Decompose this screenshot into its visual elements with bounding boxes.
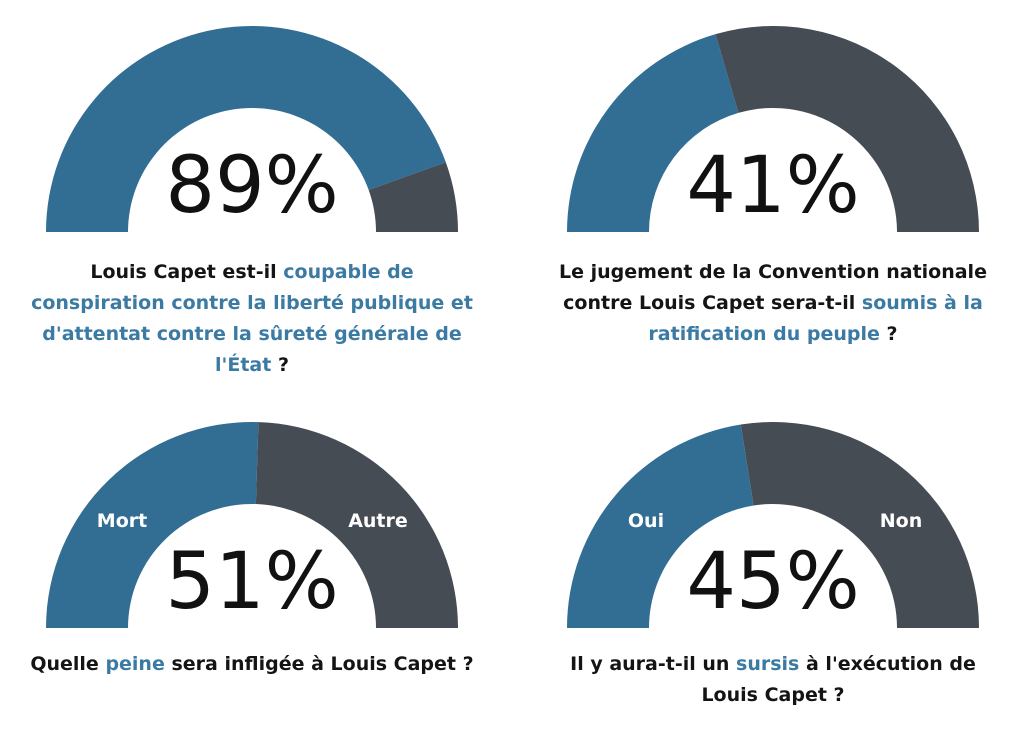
- question-text-end: à l'exécution de Louis Capet ?: [701, 653, 976, 706]
- gauge-percentage: 41%: [686, 141, 859, 231]
- question-text: Le jugement de la Convention nationale c…: [559, 261, 987, 314]
- gauge-label-right: Autre: [348, 510, 408, 532]
- gauge-segment-secondary: [255, 422, 458, 628]
- question-text-end: ?: [271, 354, 289, 376]
- question-highlight: coupable de conspiration contre la liber…: [31, 261, 473, 376]
- gauge-label-right: Non: [880, 510, 922, 532]
- gauge-question: Il y aura-t-il un sursis à l'exécution d…: [543, 649, 1003, 711]
- gauge-segment-primary: [567, 424, 754, 628]
- gauge-segment-primary: [46, 421, 259, 628]
- gauge-question: Le jugement de la Convention nationale c…: [543, 257, 1003, 350]
- gauge-panel-2: 41% Le jugement de la Convention nationa…: [543, 0, 1003, 390]
- gauge-label-left: Mort: [97, 510, 147, 532]
- gauge-question: Louis Capet est-il coupable de conspirat…: [22, 257, 482, 381]
- question-text: Quelle: [30, 653, 106, 675]
- gauge-segment-secondary: [368, 162, 458, 232]
- gauge-question: Quelle peine sera infligée à Louis Capet…: [22, 649, 482, 680]
- question-highlight: peine: [105, 653, 165, 675]
- gauge-label-left: Oui: [628, 510, 664, 532]
- gauge-segment-primary: [46, 26, 446, 233]
- gauge-segment-secondary: [715, 26, 979, 233]
- question-text: Louis Capet est-il: [90, 261, 284, 283]
- question-highlight: sursis: [736, 653, 800, 675]
- question-text-end: ?: [879, 323, 898, 345]
- gauge-percentage: 45%: [686, 537, 859, 627]
- gauge-chart: 89%: [46, 26, 458, 233]
- gauge-segment-secondary: [740, 422, 979, 628]
- question-text: Il y aura-t-il un: [570, 653, 737, 675]
- gauge-percentage: 51%: [165, 537, 338, 627]
- gauge-panel-4: Oui Non 45% Il y aura-t-il un sursis à l…: [543, 396, 1003, 746]
- gauge-chart: Oui Non 45%: [567, 422, 979, 628]
- gauge-panel-3: Mort Autre 51% Quelle peine sera infligé…: [22, 396, 482, 746]
- gauge-chart: 41%: [567, 26, 979, 233]
- question-text-end: sera infligée à Louis Capet ?: [164, 653, 474, 675]
- question-highlight: soumis à la ratification du peuple: [648, 292, 983, 345]
- gauge-panel-1: 89% Louis Capet est-il coupable de consp…: [22, 0, 482, 390]
- gauge-chart: Mort Autre 51%: [46, 421, 458, 628]
- gauge-segment-primary: [567, 34, 739, 233]
- gauge-percentage: 89%: [165, 141, 338, 231]
